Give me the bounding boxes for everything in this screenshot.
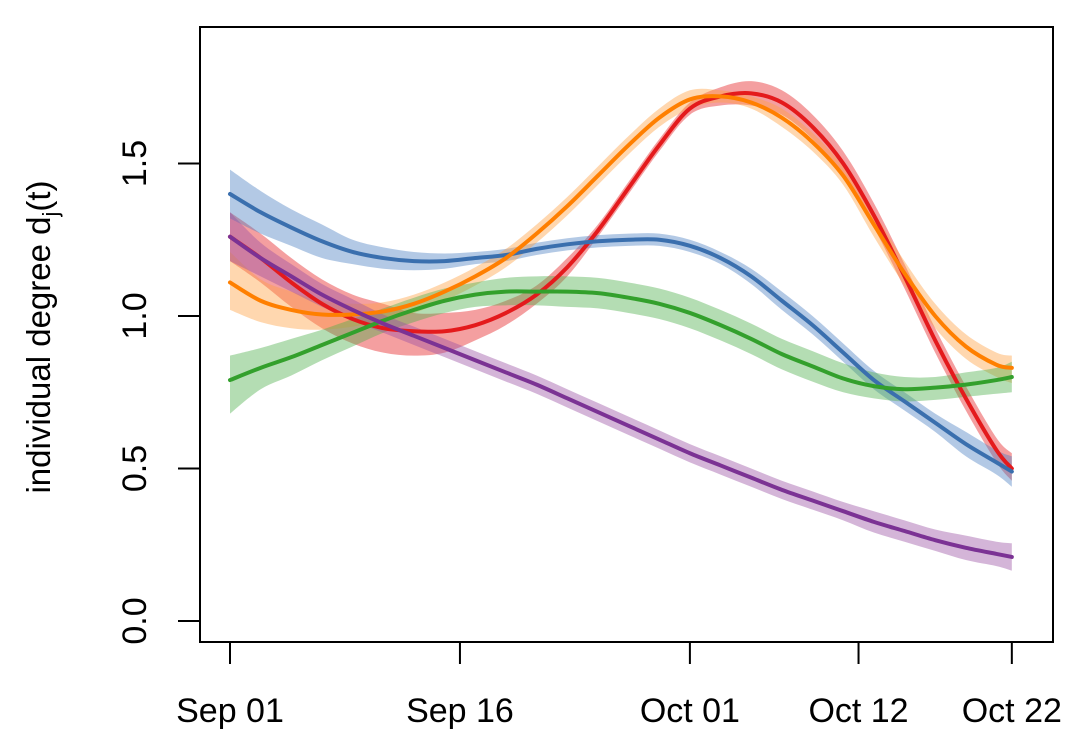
line-blue bbox=[228, 192, 1014, 474]
x-tick-label: Oct 12 bbox=[808, 692, 908, 730]
y-axis: 0.0 0.5 1.0 1.5 bbox=[116, 140, 201, 645]
x-tick-label: Sep 16 bbox=[406, 692, 514, 730]
y-axis-label-suffix: (t) bbox=[20, 180, 57, 211]
x-tick-label: Oct 22 bbox=[962, 692, 1062, 730]
x-tick-label: Sep 01 bbox=[176, 692, 284, 730]
x-tick-label: Oct 01 bbox=[640, 692, 740, 730]
line-green bbox=[228, 289, 1014, 392]
y-tick-label: 1.5 bbox=[116, 140, 154, 187]
y-axis-label: individual degree dj(t) bbox=[20, 180, 63, 493]
y-tick-label: 0.0 bbox=[116, 597, 154, 644]
y-tick-label: 1.0 bbox=[116, 292, 154, 339]
line-purple bbox=[228, 234, 1014, 559]
y-tick-label: 0.5 bbox=[116, 445, 154, 492]
series-lines bbox=[228, 91, 1014, 559]
y-axis-label-main: individual degree d bbox=[20, 217, 57, 494]
band-orange bbox=[230, 88, 1012, 384]
confidence-bands bbox=[230, 81, 1012, 571]
x-axis: Sep 01 Sep 16 Oct 01 Oct 12 Oct 22 bbox=[176, 641, 1062, 730]
y-axis-label-subscript: j bbox=[38, 212, 63, 218]
band-green bbox=[230, 276, 1012, 414]
band-purple bbox=[230, 212, 1012, 571]
